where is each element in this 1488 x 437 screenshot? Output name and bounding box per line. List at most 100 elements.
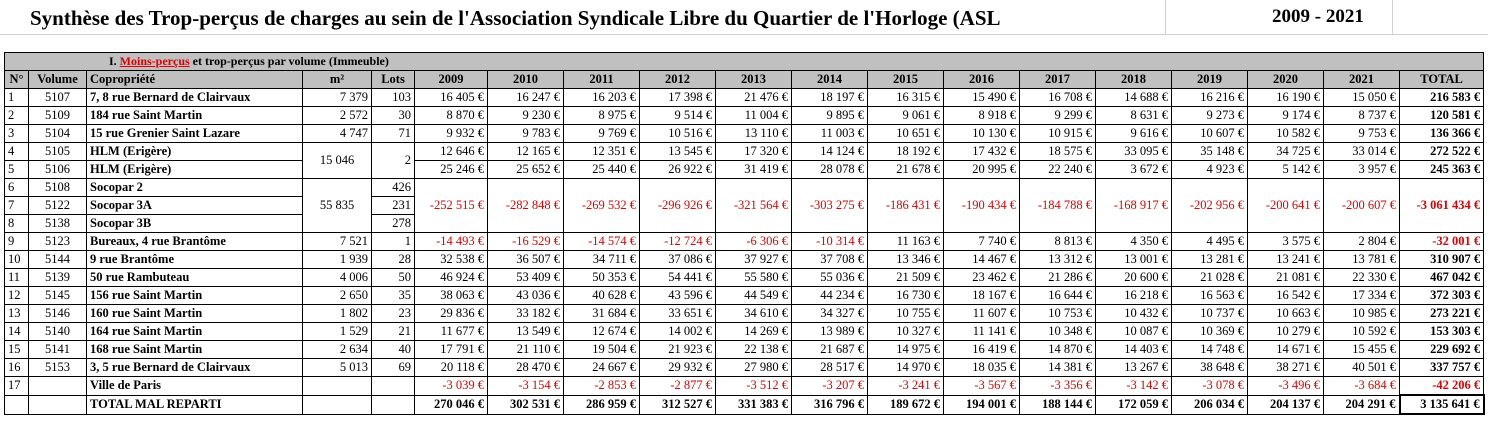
row-value: -10 314 € bbox=[791, 232, 868, 251]
row-value: 9 299 € bbox=[1019, 106, 1096, 125]
row-value: 12 646 € bbox=[414, 142, 488, 161]
row-value: 55 036 € bbox=[791, 268, 868, 287]
row-value: 11 677 € bbox=[414, 322, 488, 341]
row-value: 11 141 € bbox=[943, 322, 1020, 341]
row-value: -3 512 € bbox=[715, 376, 792, 396]
row-value: 36 507 € bbox=[487, 250, 564, 269]
row-value: 44 549 € bbox=[715, 286, 792, 305]
row-value: 15 490 € bbox=[943, 88, 1020, 107]
row-value: 14 870 € bbox=[1019, 340, 1096, 359]
row-value: 9 061 € bbox=[867, 106, 944, 125]
row-value: 13 989 € bbox=[791, 322, 868, 341]
row-number: 15 bbox=[4, 340, 29, 359]
row-value: 13 241 € bbox=[1247, 250, 1324, 269]
row-m2: 2 572 bbox=[302, 106, 372, 125]
row-lots bbox=[371, 376, 415, 396]
row-copropriete: 3, 5 rue Bernard de Clairvaux bbox=[86, 358, 303, 377]
row-value: 9 230 € bbox=[487, 106, 564, 125]
row-value: 13 781 € bbox=[1323, 250, 1400, 269]
row-copropriete: HLM (Erigère) bbox=[86, 160, 303, 179]
row-value: 18 192 € bbox=[867, 142, 944, 161]
row-total: 337 757 € bbox=[1398, 358, 1485, 377]
row-number: 8 bbox=[4, 214, 29, 233]
row-volume: 5108 bbox=[28, 178, 87, 197]
row-value: 53 409 € bbox=[487, 268, 564, 287]
row-number: 17 bbox=[4, 376, 29, 396]
row-volume: 5139 bbox=[28, 268, 87, 287]
row-value: -16 529 € bbox=[487, 232, 564, 251]
row-value: 22 240 € bbox=[1019, 160, 1096, 179]
row-value: -184 788 € bbox=[1019, 178, 1096, 233]
row-value: 14 671 € bbox=[1247, 340, 1324, 359]
row-value: 8 975 € bbox=[563, 106, 640, 125]
row-volume: 5104 bbox=[28, 124, 87, 143]
row-value: 10 753 € bbox=[1019, 304, 1096, 323]
row-value: 9 769 € bbox=[563, 124, 640, 143]
row-value: 13 281 € bbox=[1171, 250, 1248, 269]
row-copropriete: 50 rue Rambuteau bbox=[86, 268, 303, 287]
row-value: 9 616 € bbox=[1095, 124, 1172, 143]
total-value: 204 137 € bbox=[1247, 394, 1324, 415]
row-value: -3 241 € bbox=[867, 376, 944, 396]
row-value: 10 279 € bbox=[1247, 322, 1324, 341]
row-value: 11 163 € bbox=[867, 232, 944, 251]
row-total: 229 692 € bbox=[1398, 340, 1485, 359]
table-row: 15 5141 168 rue Saint Martin 2 634 40 17 791 … bbox=[4, 340, 1485, 359]
row-value: -168 917 € bbox=[1095, 178, 1172, 233]
row-lots: 71 bbox=[371, 124, 415, 143]
row-lots: 28 bbox=[371, 250, 415, 269]
row-value: 21 687 € bbox=[791, 340, 868, 359]
table-row: 9 5123 Bureaux, 4 rue Brantôme 7 521 1 -14 49… bbox=[4, 232, 1485, 251]
row-copropriete: 7, 8 rue Bernard de Clairvaux bbox=[86, 88, 303, 107]
row-volume: 5109 bbox=[28, 106, 87, 125]
row-value: -186 431 € bbox=[867, 178, 944, 233]
row-value: 18 575 € bbox=[1019, 142, 1096, 161]
table-row: 13 5146 160 rue Saint Martin 1 802 23 29 836 … bbox=[4, 304, 1485, 323]
row-value: -296 926 € bbox=[639, 178, 716, 233]
row-copropriete: Bureaux, 4 rue Brantôme bbox=[86, 232, 303, 251]
row-value: 22 138 € bbox=[715, 340, 792, 359]
total-value: 188 144 € bbox=[1019, 394, 1096, 415]
row-value: 10 327 € bbox=[867, 322, 944, 341]
row-lots: 21 bbox=[371, 322, 415, 341]
row-lots: 1 bbox=[371, 232, 415, 251]
row-m2: 15 046 bbox=[302, 142, 372, 179]
summary-table: I. Moins-perçus et trop-perçus par volum… bbox=[3, 52, 1485, 415]
row-lots: 103 bbox=[371, 88, 415, 107]
row-value: 37 927 € bbox=[715, 250, 792, 269]
row-value: 13 110 € bbox=[715, 124, 792, 143]
row-number: 11 bbox=[4, 268, 29, 287]
row-value: 32 538 € bbox=[414, 250, 488, 269]
row-value: -269 532 € bbox=[563, 178, 640, 233]
row-value: 16 563 € bbox=[1171, 286, 1248, 305]
row-value: 13 312 € bbox=[1019, 250, 1096, 269]
header-year: 2017 bbox=[1019, 70, 1096, 89]
row-value: 4 350 € bbox=[1095, 232, 1172, 251]
total-empty-cell bbox=[371, 394, 415, 415]
row-value: 10 087 € bbox=[1095, 322, 1172, 341]
row-value: 34 610 € bbox=[715, 304, 792, 323]
table-row: 14 5140 164 rue Saint Martin 1 529 21 11 677 … bbox=[4, 322, 1485, 341]
header-year: 2016 bbox=[943, 70, 1020, 89]
row-value: 25 652 € bbox=[487, 160, 564, 179]
table-row: 4 5105 HLM (Erigère) 15 046 2 12 646 €12 165 … bbox=[4, 142, 1485, 179]
row-copropriete: HLM (Erigère) bbox=[86, 142, 303, 161]
row-value: 14 381 € bbox=[1019, 358, 1096, 377]
row-value: 50 353 € bbox=[563, 268, 640, 287]
row-value: 26 922 € bbox=[639, 160, 716, 179]
row-value: -3 356 € bbox=[1019, 376, 1096, 396]
row-value: 9 783 € bbox=[487, 124, 564, 143]
header-year: 2021 bbox=[1323, 70, 1400, 89]
row-value: 19 504 € bbox=[563, 340, 640, 359]
row-copropriete: Socopar 3A bbox=[86, 196, 303, 215]
title-bar: Synthèse des Trop-perçus de charges au s… bbox=[0, 0, 1488, 35]
row-copropriete: 15 rue Grenier Saint Lazare bbox=[86, 124, 303, 143]
total-empty-cell bbox=[28, 394, 87, 415]
row-value: 29 932 € bbox=[639, 358, 716, 377]
row-total: 372 303 € bbox=[1398, 286, 1485, 305]
row-value: 16 203 € bbox=[563, 88, 640, 107]
row-value: 25 440 € bbox=[563, 160, 640, 179]
row-value: 17 320 € bbox=[715, 142, 792, 161]
row-value: 16 218 € bbox=[1095, 286, 1172, 305]
total-value: 194 001 € bbox=[943, 394, 1020, 415]
